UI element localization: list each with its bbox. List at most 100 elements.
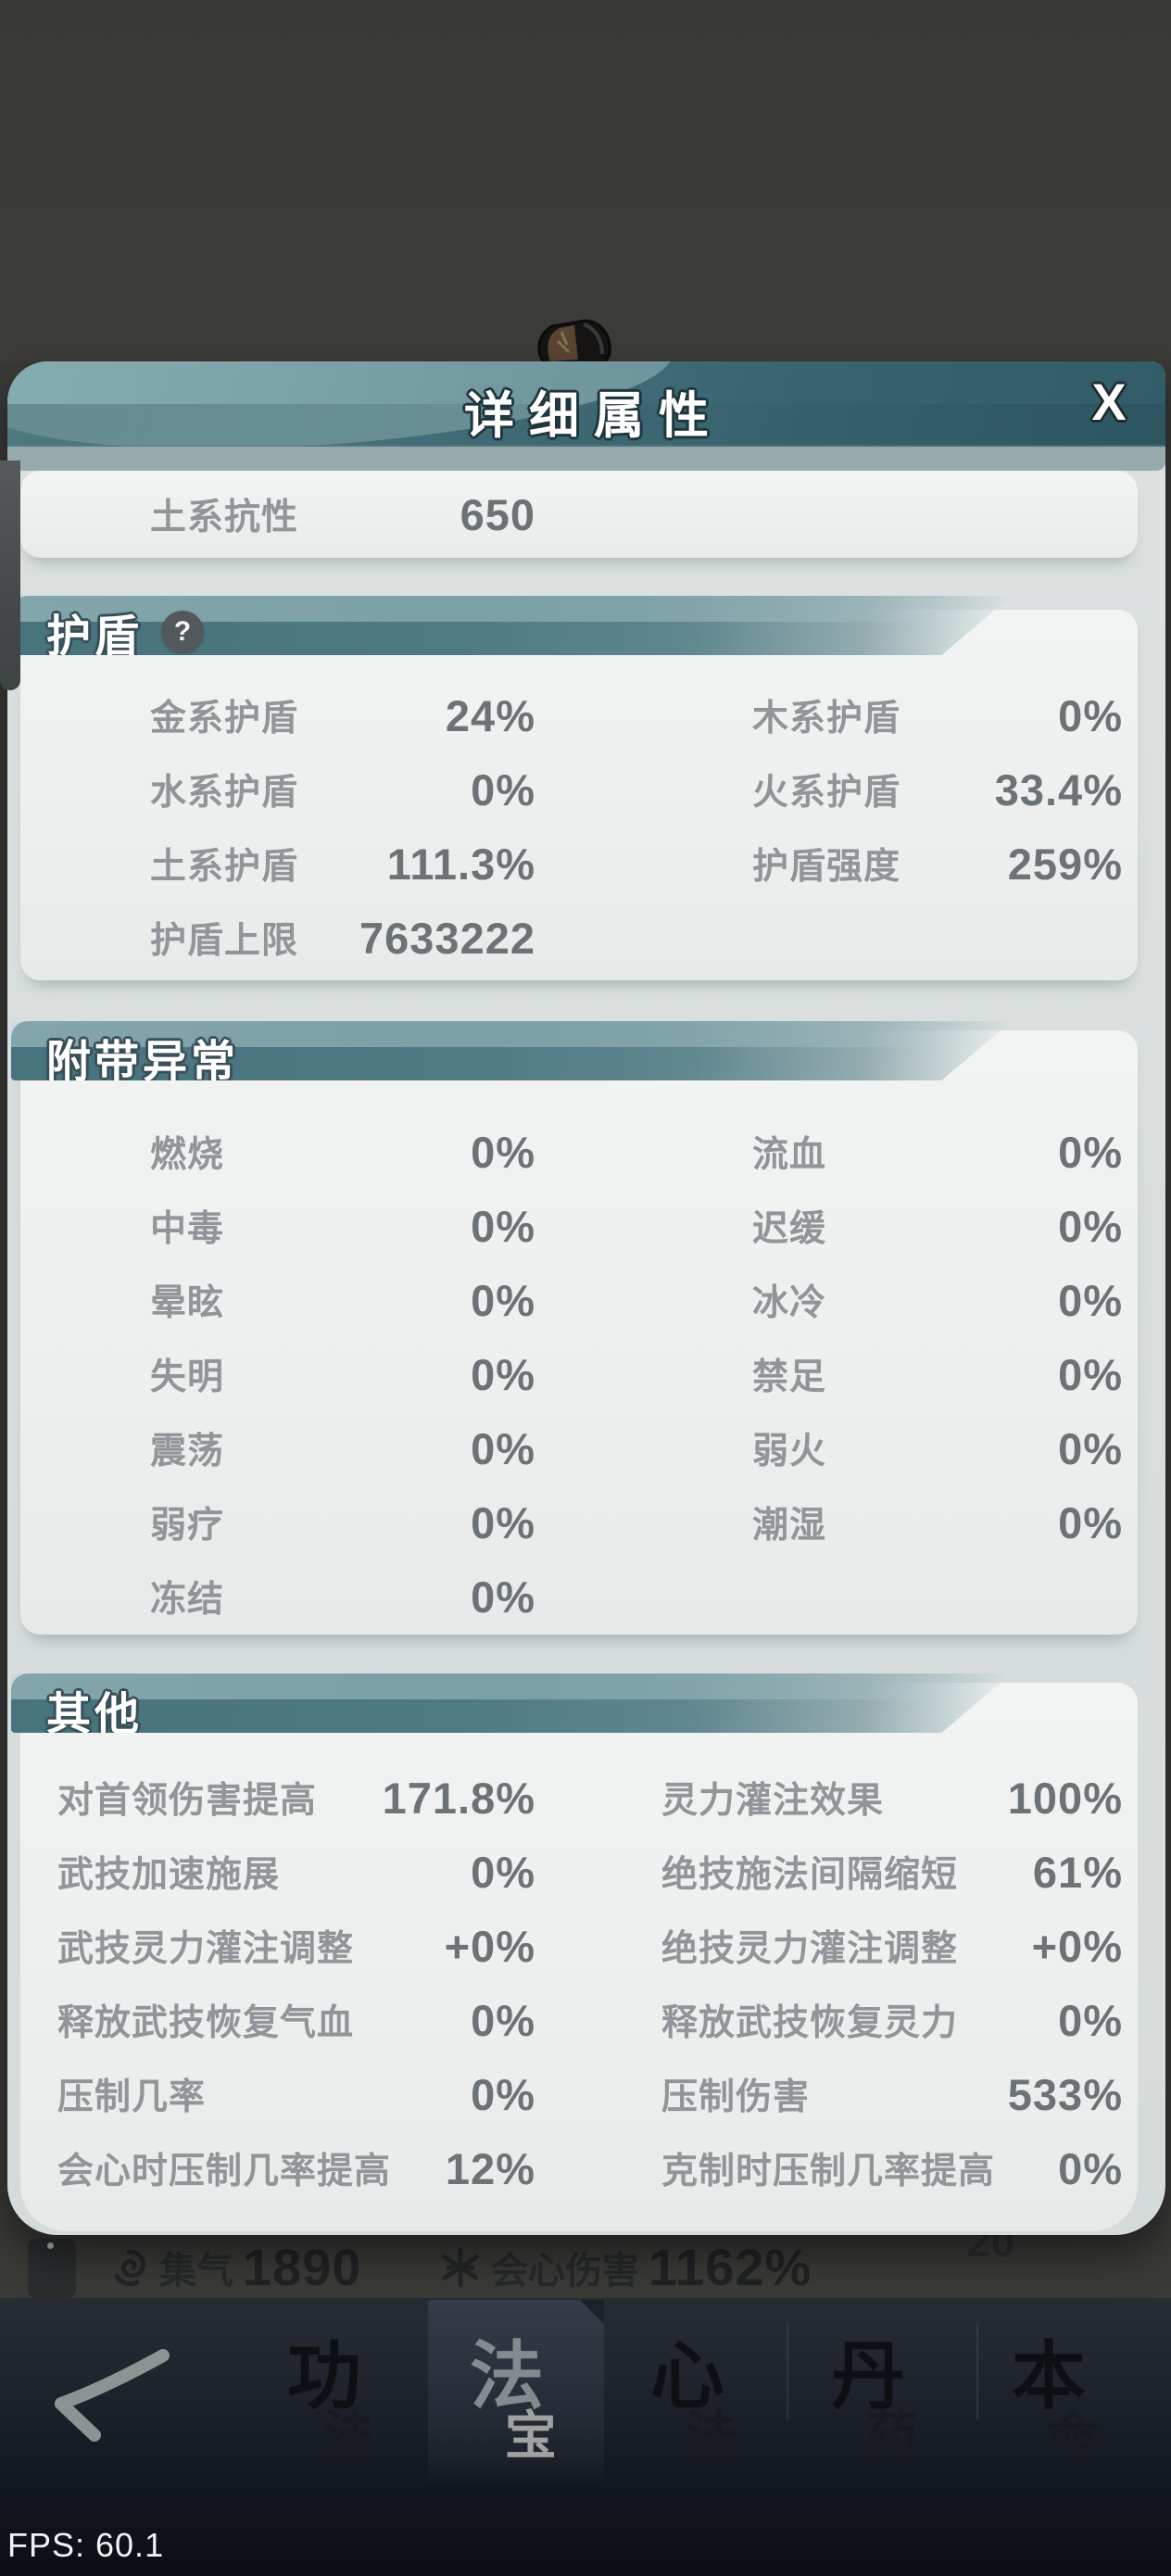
- stat-row: 水系护盾 0%: [20, 752, 535, 827]
- other-section-card: 对首领伤害提高 171.8% 灵力灌注效果 100% 武技加速施展 0% 绝技施…: [20, 1683, 1138, 2231]
- tab-benming-big-label: 本: [1012, 2337, 1086, 2418]
- stat-label: 潮湿: [752, 1506, 827, 1546]
- stat-label: 晕眩: [150, 1283, 225, 1323]
- stat-row: 绝技灵力灌注调整 +0%: [613, 1909, 1138, 1983]
- stat-row: 释放武技恢复气血 0%: [20, 1983, 535, 2057]
- dialog-title: 详细属性: [464, 388, 724, 444]
- stat-value: 61%: [1032, 1847, 1123, 1897]
- background-stat-row: 集气 1890 会心伤害 1162% 20: [0, 2217, 1171, 2298]
- stat-label: 绝技施法间隔缩短: [661, 1855, 959, 1895]
- abnormal-section-title: 附带异常: [46, 1025, 239, 1080]
- dimmed-background: [0, 0, 1171, 361]
- pouch-item-icon: [537, 319, 611, 365]
- tab-xinfa[interactable]: 心 法: [595, 2298, 780, 2511]
- stat-row: 克制时压制几率提高 0%: [613, 2131, 1138, 2205]
- stat-label: 木系护盾: [752, 699, 901, 739]
- stat-label: 迟缓: [752, 1209, 827, 1249]
- stat-row: 金系护盾 24%: [20, 678, 535, 752]
- tab-xinfa-big-label: 心: [650, 2337, 724, 2418]
- stat-value: 0%: [1058, 1201, 1123, 1251]
- shield-rows: 金系护盾 24% 木系护盾 0% 水系护盾 0% 火系护盾 33.4% 土系护盾…: [20, 678, 1138, 975]
- stat-value: 0%: [471, 1201, 535, 1251]
- stat-label: 震荡: [150, 1432, 225, 1471]
- stat-label: 火系护盾: [752, 773, 901, 813]
- stat-row: 压制伤害 533%: [613, 2057, 1138, 2131]
- selected-tab-panel: [428, 2300, 604, 2487]
- stat-value: 111.3%: [386, 839, 535, 889]
- stat-row: 对首领伤害提高 171.8%: [20, 1761, 535, 1835]
- stat-value: 100%: [1007, 1773, 1123, 1823]
- stat-label: 水系护盾: [150, 773, 299, 813]
- crit-damage-value: 1162%: [648, 2238, 812, 2296]
- crit-damage-stat: 会心伤害 1162%: [439, 2237, 812, 2297]
- stat-row: 冻结 0%: [20, 1559, 535, 1634]
- stat-row: 弱火 0%: [613, 1411, 1138, 1485]
- tab-xinfa-small-label: 法: [685, 2408, 737, 2466]
- abnormal-section-card: 燃烧 0% 流血 0% 中毒 0% 迟缓 0% 晕眩 0% 冰冷 0% 失明 0…: [20, 1030, 1138, 1635]
- stat-row: 武技灵力灌注调整 +0%: [20, 1909, 535, 1983]
- tab-benming[interactable]: 本 命: [956, 2298, 1141, 2511]
- abnormal-rows: 燃烧 0% 流血 0% 中毒 0% 迟缓 0% 晕眩 0% 冰冷 0% 失明 0…: [20, 1115, 1138, 1634]
- stat-label: 武技加速施展: [57, 1855, 281, 1895]
- portrait-frame-icon: [28, 2239, 76, 2298]
- stat-label: 武技灵力灌注调整: [57, 1929, 355, 1969]
- stat-label: 流血: [752, 1135, 827, 1175]
- tab-danyao[interactable]: 丹 药: [775, 2298, 961, 2511]
- stat-row: 晕眩 0%: [20, 1263, 535, 1337]
- shield-section-title: 护盾 ?: [46, 600, 205, 662]
- stat-row: 土系护盾 111.3%: [20, 827, 535, 901]
- shield-title-text: 护盾: [46, 612, 144, 662]
- stat-label: 灵力灌注效果: [661, 1781, 885, 1821]
- stat-label: 会心时压制几率提高: [57, 2152, 392, 2191]
- stat-value: 0%: [471, 764, 535, 814]
- stat-label: 弱火: [752, 1432, 827, 1471]
- tab-gongfa-small-label: 法: [321, 2408, 374, 2466]
- bottom-nav-bar: 功 法 法 宝 心 法 丹 药 本 命: [0, 2298, 1171, 2576]
- fps-counter: FPS: 60.1: [7, 2526, 165, 2564]
- qi-stat: 集气 1890: [107, 2237, 362, 2297]
- tab-fabao[interactable]: 法 宝: [414, 2298, 599, 2511]
- help-icon[interactable]: ?: [161, 611, 205, 653]
- other-section-banner: 其他: [11, 1673, 1012, 1733]
- stat-value: 0%: [471, 1423, 535, 1473]
- stat-value: 12%: [445, 2143, 535, 2193]
- stat-label: 克制时压制几率提高: [661, 2152, 996, 2191]
- stat-value: 0%: [1058, 1349, 1123, 1399]
- abnormal-section-banner: 附带异常: [11, 1021, 1012, 1080]
- stat-row: 燃烧 0%: [20, 1115, 535, 1189]
- stat-value: 0%: [471, 2069, 535, 2119]
- stat-value: 0%: [471, 1349, 535, 1399]
- stat-value: 171.8%: [382, 1773, 535, 1823]
- stat-label: 对首领伤害提高: [57, 1781, 318, 1821]
- crit-damage-label: 会心伤害: [491, 2250, 639, 2292]
- stat-value: +0%: [444, 1921, 535, 1971]
- stat-row: 潮湿 0%: [613, 1485, 1138, 1559]
- tab-gongfa[interactable]: 功 法: [232, 2298, 417, 2511]
- stat-value: 0%: [1058, 1995, 1123, 2045]
- stat-row: 土系抗性 650: [20, 477, 535, 551]
- stat-row: 震荡 0%: [20, 1411, 535, 1485]
- stat-label: 中毒: [150, 1209, 225, 1249]
- stat-label: 金系护盾: [150, 699, 299, 739]
- stat-row: 绝技施法间隔缩短 61%: [613, 1835, 1138, 1909]
- stat-label: 绝技灵力灌注调整: [661, 1929, 959, 1969]
- stat-value: 0%: [1058, 690, 1123, 740]
- shield-section-banner: 护盾 ?: [11, 596, 1012, 655]
- detail-attributes-dialog: 详细属性 X 土系抗性 650 金系护盾 24% 木系护盾 0% 水系护盾 0%…: [7, 361, 1165, 2235]
- stat-row: 中毒 0%: [20, 1189, 535, 1263]
- stat-label: 冻结: [150, 1580, 225, 1620]
- stat-label: 释放武技恢复气血: [57, 2003, 355, 2043]
- stat-row: 火系护盾 33.4%: [613, 752, 1138, 827]
- back-arrow-icon[interactable]: [41, 2339, 180, 2459]
- stat-value: 0%: [1058, 1423, 1123, 1473]
- stat-label: 土系抗性: [150, 498, 299, 537]
- stat-value: 0%: [1058, 1497, 1123, 1547]
- stat-value: 24%: [445, 690, 535, 740]
- stat-row: 冰冷 0%: [613, 1263, 1138, 1337]
- tab-benming-small-label: 命: [1046, 2408, 1099, 2466]
- earth-resist-row: 土系抗性 650: [20, 471, 1138, 558]
- close-icon[interactable]: X: [1091, 373, 1127, 431]
- stat-value: 0%: [1058, 1275, 1123, 1325]
- stat-label: 燃烧: [150, 1135, 225, 1175]
